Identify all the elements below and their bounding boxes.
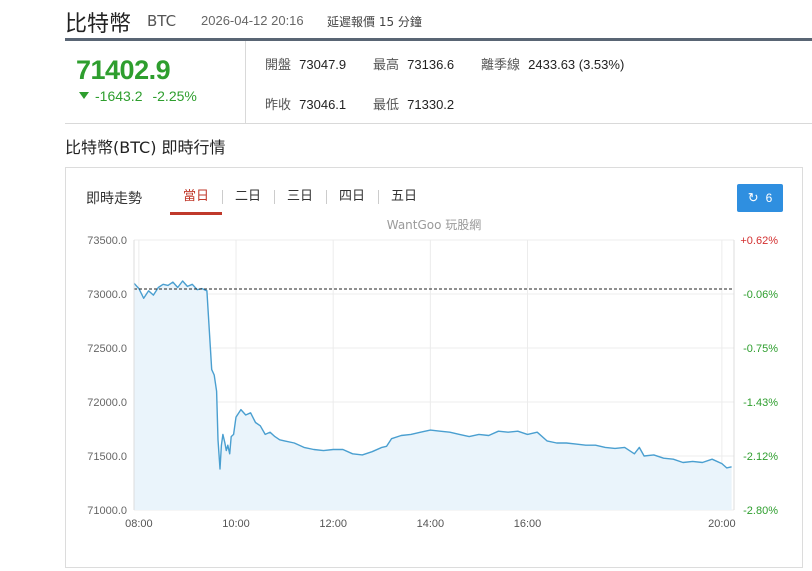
tab-4-day[interactable]: 四日 — [338, 189, 365, 204]
page-header: 比特幣 BTC 2026-04-12 20:16 延遲報價 15 分鐘 — [0, 0, 812, 38]
asset-title: 比特幣 — [65, 12, 132, 37]
y-tick-label: 72000.0 — [87, 397, 127, 409]
stat-high-value: 73136.6 — [407, 57, 455, 72]
y-tick-label: 71000.0 — [87, 505, 127, 517]
right-pct-label: -0.75% — [743, 343, 778, 355]
stat-low: 最低 71330.2 — [373, 94, 454, 113]
section-title: 比特幣(BTC) 即時行情 — [65, 138, 226, 157]
stat-open: 開盤 73047.9 — [265, 54, 346, 73]
down-arrow-icon — [79, 92, 89, 99]
last-price: 71402.9 — [76, 55, 171, 85]
refresh-button[interactable]: ↻ 6 — [737, 184, 783, 212]
quote-datetime: 2026-04-12 20:16 — [201, 13, 304, 28]
price-box: 71402.9 -1643.2 -2.25% — [65, 41, 246, 123]
watermark-text: WantGoo 玩股網 — [387, 218, 482, 232]
tab-divider — [274, 190, 275, 204]
right-pct-label: -2.80% — [743, 505, 778, 517]
x-tick-label: 14:00 — [417, 518, 445, 530]
stat-high-label: 最高 — [373, 58, 400, 73]
quote-summary: 71402.9 -1643.2 -2.25% 開盤 73047.9 最高 7313… — [65, 41, 812, 124]
stat-season-value: 2433.63 (3.53%) — [528, 57, 625, 72]
delay-note: 延遲報價 15 分鐘 — [327, 15, 422, 29]
tab-divider — [222, 190, 223, 204]
asset-symbol: BTC — [147, 12, 177, 30]
right-pct-label: +0.62% — [740, 235, 778, 247]
stat-season-label: 離季線 — [481, 58, 521, 73]
change-row: -1643.2 -2.25% — [79, 88, 197, 104]
y-tick-label: 71500.0 — [87, 451, 127, 463]
stat-low-label: 最低 — [373, 98, 400, 113]
y-tick-label: 73500.0 — [87, 235, 127, 247]
tab-5-day[interactable]: 五日 — [390, 189, 417, 204]
stat-prev-close: 昨收 73046.1 — [265, 94, 346, 113]
stat-open-label: 開盤 — [265, 58, 292, 73]
stat-season: 離季線 2433.63 (3.53%) — [481, 54, 624, 73]
change-percent: -2.25% — [152, 88, 197, 104]
stat-prev-close-value: 73046.1 — [299, 97, 347, 112]
right-pct-label: -0.06% — [743, 289, 778, 301]
y-tick-label: 72500.0 — [87, 343, 127, 355]
right-pct-label: -1.43% — [743, 397, 778, 409]
refresh-count: 6 — [765, 191, 773, 205]
stat-open-value: 73047.9 — [299, 57, 347, 72]
tab-1-day[interactable]: 當日 — [170, 182, 222, 215]
tab-2-day[interactable]: 二日 — [234, 189, 261, 204]
stat-prev-close-label: 昨收 — [265, 98, 292, 113]
header-divider — [65, 38, 812, 41]
stat-high: 最高 73136.6 — [373, 54, 454, 73]
right-pct-label: -2.12% — [743, 451, 778, 463]
tab-divider — [326, 190, 327, 204]
panel-label: 即時走勢 — [86, 191, 142, 207]
x-tick-label: 20:00 — [708, 518, 736, 530]
x-tick-label: 10:00 — [222, 518, 250, 530]
tab-3-day[interactable]: 三日 — [286, 189, 313, 204]
x-tick-label: 12:00 — [319, 518, 347, 530]
x-tick-label: 16:00 — [514, 518, 542, 530]
price-area — [134, 281, 732, 510]
stat-low-value: 71330.2 — [407, 97, 455, 112]
refresh-icon: ↻ — [747, 190, 759, 205]
tab-divider — [378, 190, 379, 204]
y-tick-label: 73000.0 — [87, 289, 127, 301]
x-tick-label: 08:00 — [125, 518, 153, 530]
change-value: -1643.2 — [95, 88, 143, 104]
price-line — [133, 280, 732, 470]
